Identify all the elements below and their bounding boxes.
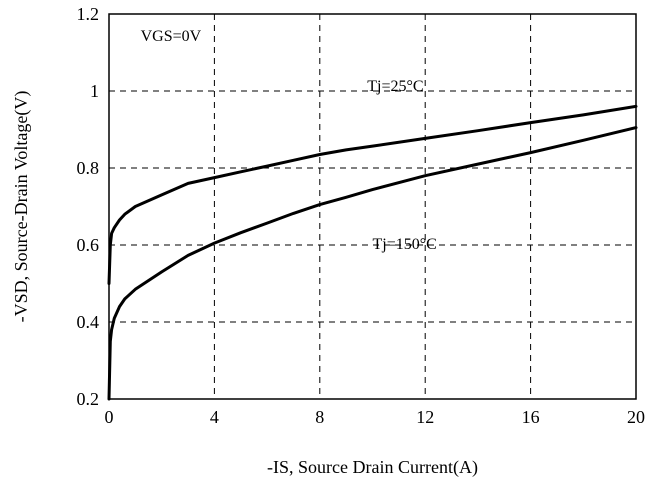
annotation: Tj=25°C: [367, 78, 423, 95]
x-tick-label: 12: [416, 407, 434, 427]
y-tick-label: 0.2: [77, 389, 100, 409]
y-tick-label: 1: [90, 81, 99, 101]
grid: [109, 14, 636, 399]
x-tick-label: 4: [210, 407, 219, 427]
series-group: [107, 104, 638, 401]
series-line-1: [107, 104, 638, 285]
annotation: VGS=0V: [141, 28, 202, 45]
x-tick-label: 8: [315, 407, 324, 427]
series-line-2: [107, 126, 638, 401]
y-axis-label: -VSD, Source-Drain Voltage(V): [11, 91, 32, 323]
annotation: Tj=150°C: [373, 236, 437, 253]
x-axis-label: -IS, Source Drain Current(A): [267, 457, 478, 478]
y-tick-label: 0.4: [77, 312, 100, 332]
x-tick-labels: 0 4 8 12 16 20: [105, 407, 646, 427]
y-tick-label: 0.8: [77, 158, 100, 178]
plot-frame: [108, 13, 637, 400]
y-tick-label: 1.2: [77, 4, 100, 24]
y-tick-label: 0.6: [77, 235, 100, 255]
x-tick-label: 16: [522, 407, 540, 427]
x-tick-label: 0: [105, 407, 114, 427]
y-tick-labels: 0.2 0.4 0.6 0.8 1 1.2: [77, 4, 100, 409]
x-tick-label: 20: [627, 407, 645, 427]
annotations: VGS=0V Tj=25°C Tj=150°C: [141, 28, 437, 253]
